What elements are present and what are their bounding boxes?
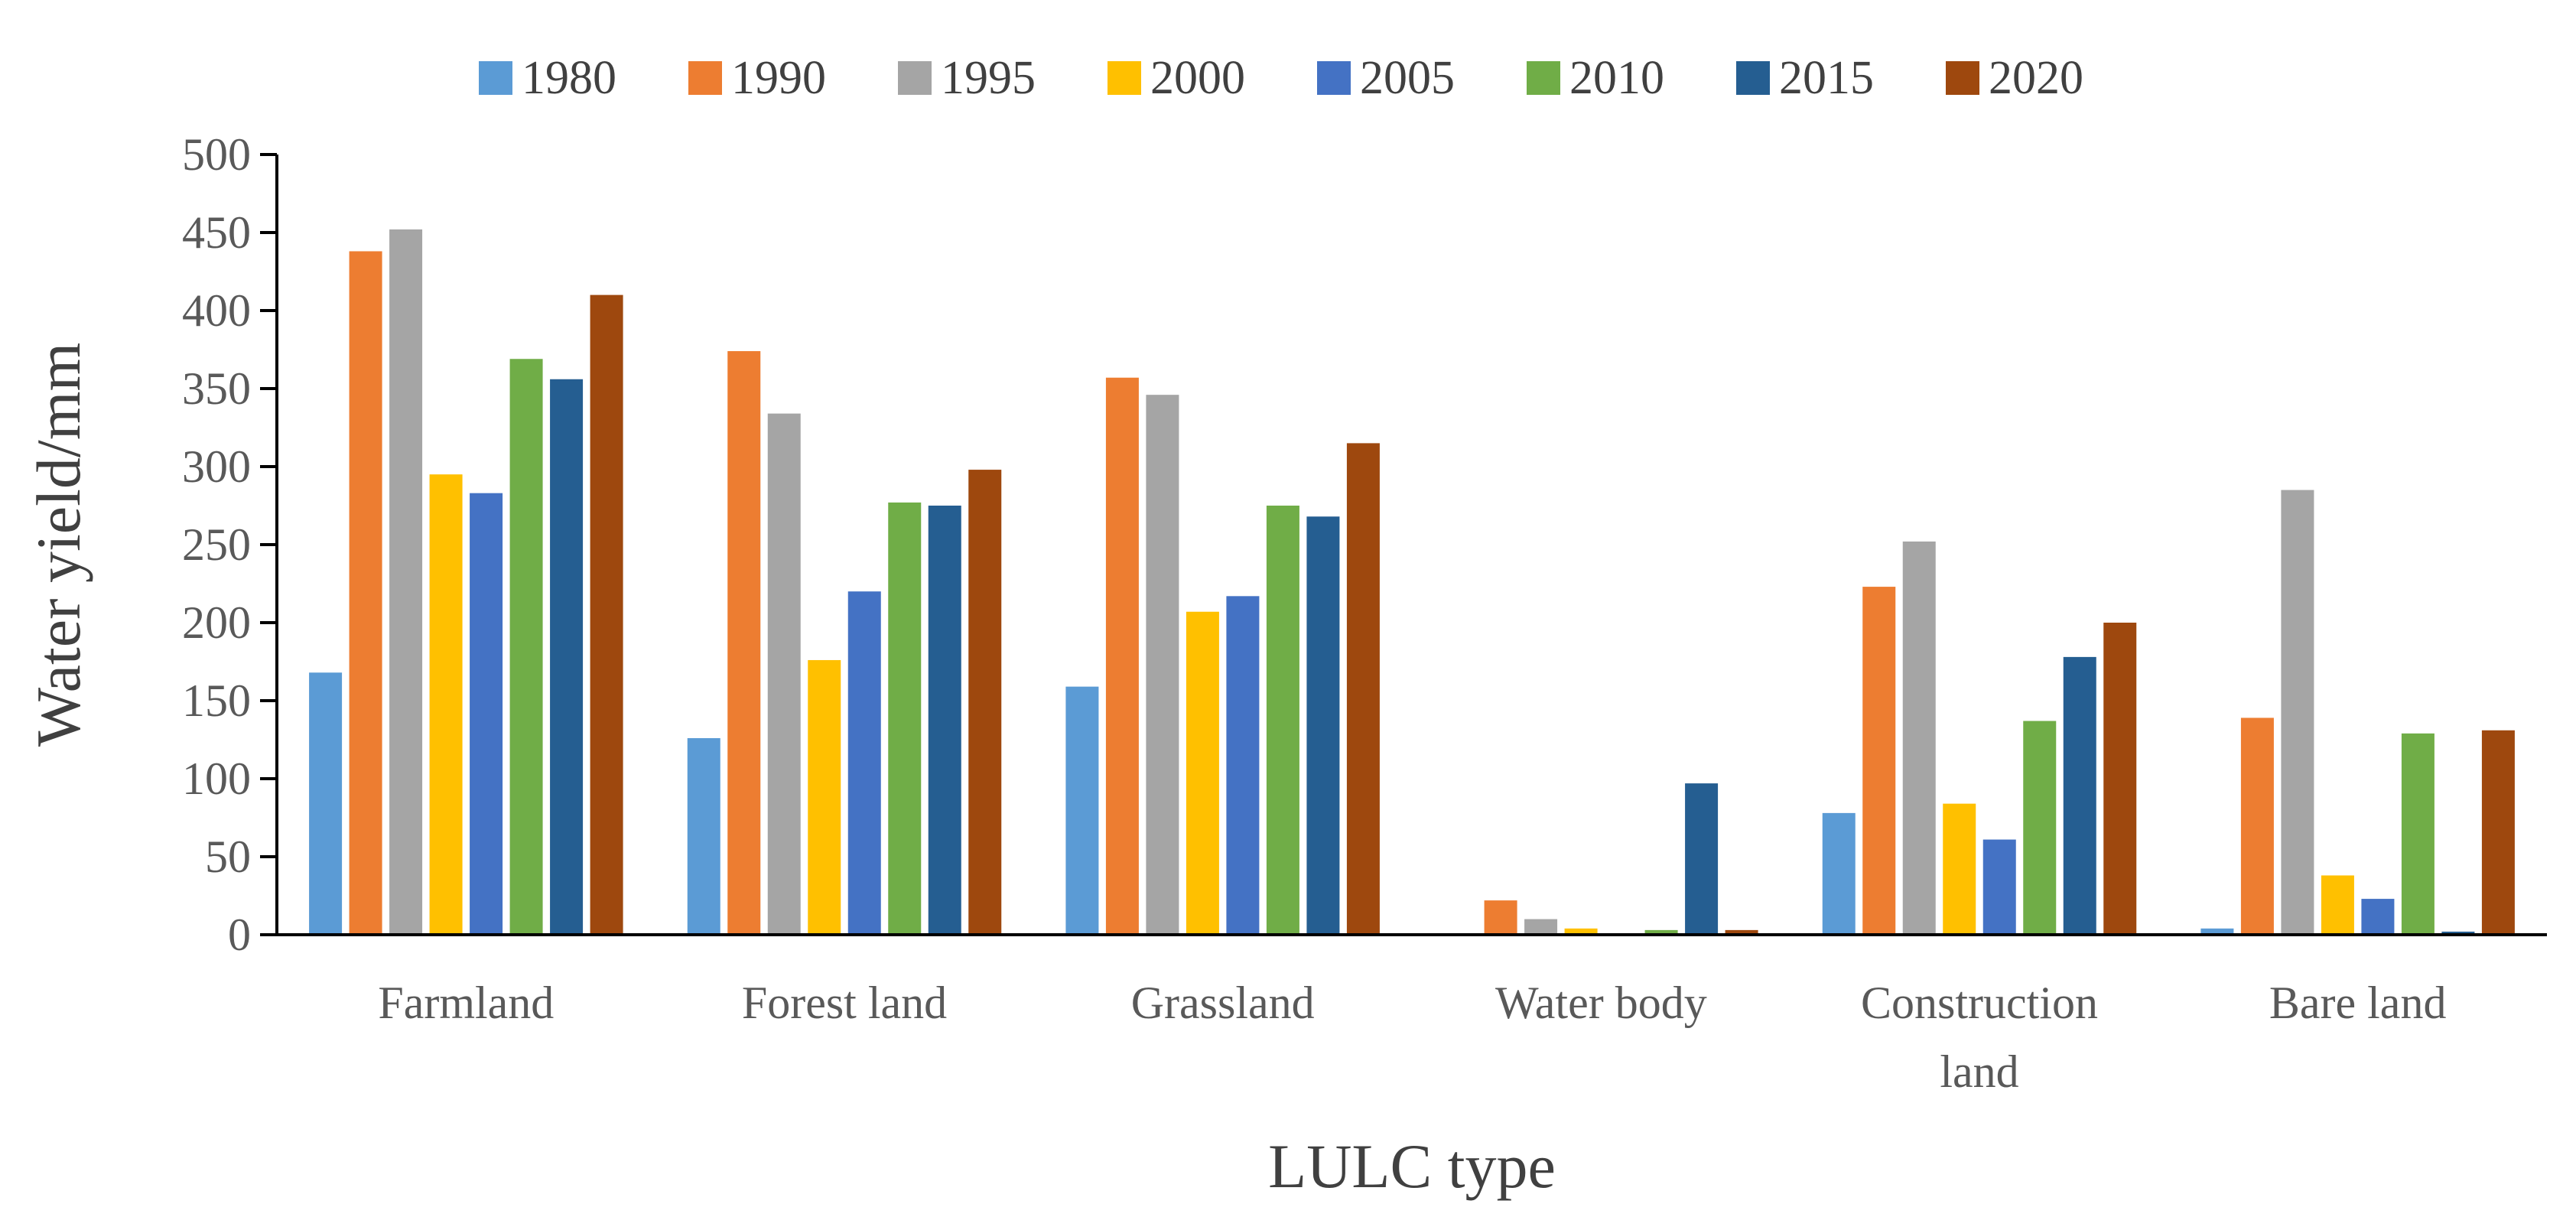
legend-label-1980: 1980: [522, 52, 616, 104]
bar-2000-cat-1: [808, 659, 841, 935]
bar-1980-cat-2: [1065, 686, 1099, 935]
y-tick-label: 100: [182, 753, 251, 804]
bar-2005-cat-0: [470, 493, 503, 935]
bar-2020-cat-4: [2103, 623, 2137, 935]
legend-swatch-2015: [1736, 61, 1770, 95]
bar-1990-cat-5: [2240, 718, 2274, 935]
bar-1995-cat-4: [1902, 541, 1936, 935]
legend-label-2000: 2000: [1150, 52, 1245, 104]
y-tick-label: 450: [182, 207, 251, 258]
bar-2010-cat-3: [1644, 929, 1678, 935]
bar-2000-cat-4: [1943, 803, 1976, 935]
bar-2015-cat-0: [550, 379, 584, 935]
bar-2020-cat-5: [2481, 730, 2515, 935]
legend-label-1995: 1995: [941, 52, 1036, 104]
x-category-label: land: [1940, 1046, 2018, 1097]
legend-label-2015: 2015: [1779, 52, 1874, 104]
bar-2015-cat-1: [928, 506, 961, 935]
bar-2020-cat-1: [968, 470, 1002, 935]
legend-swatch-1990: [688, 61, 722, 95]
legend-label-2010: 2010: [1569, 52, 1664, 104]
y-tick-label: 200: [182, 597, 251, 648]
bar-1995-cat-5: [2281, 490, 2314, 935]
legend-swatch-2020: [1946, 61, 1979, 95]
x-category-label: Water body: [1495, 978, 1707, 1028]
bar-2010-cat-0: [509, 359, 543, 935]
bar-2000-cat-0: [429, 474, 463, 935]
bar-2015-cat-4: [2063, 656, 2096, 935]
legend-swatch-2005: [1317, 61, 1351, 95]
bar-2010-cat-5: [2401, 733, 2435, 935]
legend-swatch-1995: [898, 61, 932, 95]
bar-2020-cat-3: [1725, 929, 1758, 935]
y-axis-title: Water yield/mm: [24, 343, 93, 747]
x-category-label: Construction: [1861, 978, 2098, 1028]
bar-1995-cat-0: [389, 229, 423, 935]
legend-label-2020: 2020: [1989, 52, 2083, 104]
y-tick-label: 0: [228, 909, 251, 960]
legend-swatch-2000: [1107, 61, 1141, 95]
bar-1990-cat-0: [349, 251, 382, 936]
x-category-labels: Farmland Forest land Grassland Water body Co…: [378, 978, 2446, 1097]
legend-label-2005: 2005: [1360, 52, 1455, 104]
bar-1980-cat-0: [309, 672, 343, 935]
bar-2010-cat-2: [1266, 506, 1299, 935]
legend-swatch-2010: [1527, 61, 1560, 95]
bar-1990-cat-4: [1862, 587, 1896, 935]
legend-label-1990: 1990: [731, 52, 826, 104]
y-tick-label: 500: [182, 129, 251, 180]
y-ticks: 0 50 100 150 200 250 300 350 400 450 500: [182, 129, 277, 960]
bar-2005-cat-5: [2361, 899, 2395, 935]
bar-1990-cat-2: [1105, 377, 1139, 936]
y-tick-label: 350: [182, 363, 251, 414]
legend: 1980 1990 1995 2000 2005 2010 2015 2020: [479, 52, 2083, 104]
bar-2000-cat-5: [2321, 875, 2354, 935]
bars: [309, 229, 2515, 936]
y-tick-label: 150: [182, 675, 251, 726]
x-category-label: Forest land: [742, 978, 947, 1028]
bar-2000-cat-2: [1186, 611, 1219, 935]
bar-1980-cat-1: [687, 737, 720, 935]
y-tick-label: 50: [205, 831, 251, 882]
bar-2005-cat-2: [1226, 596, 1260, 935]
x-category-label: Grassland: [1131, 978, 1315, 1028]
bar-2020-cat-2: [1346, 443, 1380, 935]
bar-2015-cat-2: [1306, 516, 1340, 935]
bar-1990-cat-3: [1484, 900, 1517, 935]
bar-2015-cat-5: [2441, 931, 2475, 935]
bar-2015-cat-3: [1685, 783, 1719, 935]
bar-1980-cat-5: [2200, 928, 2234, 935]
y-tick-label: 400: [182, 285, 251, 336]
bar-1995-cat-2: [1146, 395, 1179, 935]
bar-2020-cat-0: [590, 294, 623, 936]
bar-1995-cat-1: [767, 413, 801, 935]
bar-2010-cat-1: [888, 502, 922, 935]
bar-2005-cat-4: [1982, 839, 2016, 935]
x-category-label: Farmland: [378, 978, 554, 1028]
legend-swatch-1980: [479, 61, 512, 95]
bar-2000-cat-3: [1564, 928, 1598, 935]
y-tick-label: 300: [182, 441, 251, 492]
y-tick-label: 250: [182, 519, 251, 570]
bar-1995-cat-3: [1524, 919, 1558, 935]
x-axis-title: LULC type: [1268, 1131, 1556, 1201]
bar-2010-cat-4: [2023, 721, 2057, 935]
bar-2005-cat-1: [847, 591, 881, 935]
bar-1980-cat-4: [1822, 812, 1856, 935]
x-category-label: Bare land: [2269, 978, 2447, 1028]
bar-1990-cat-1: [727, 351, 761, 935]
